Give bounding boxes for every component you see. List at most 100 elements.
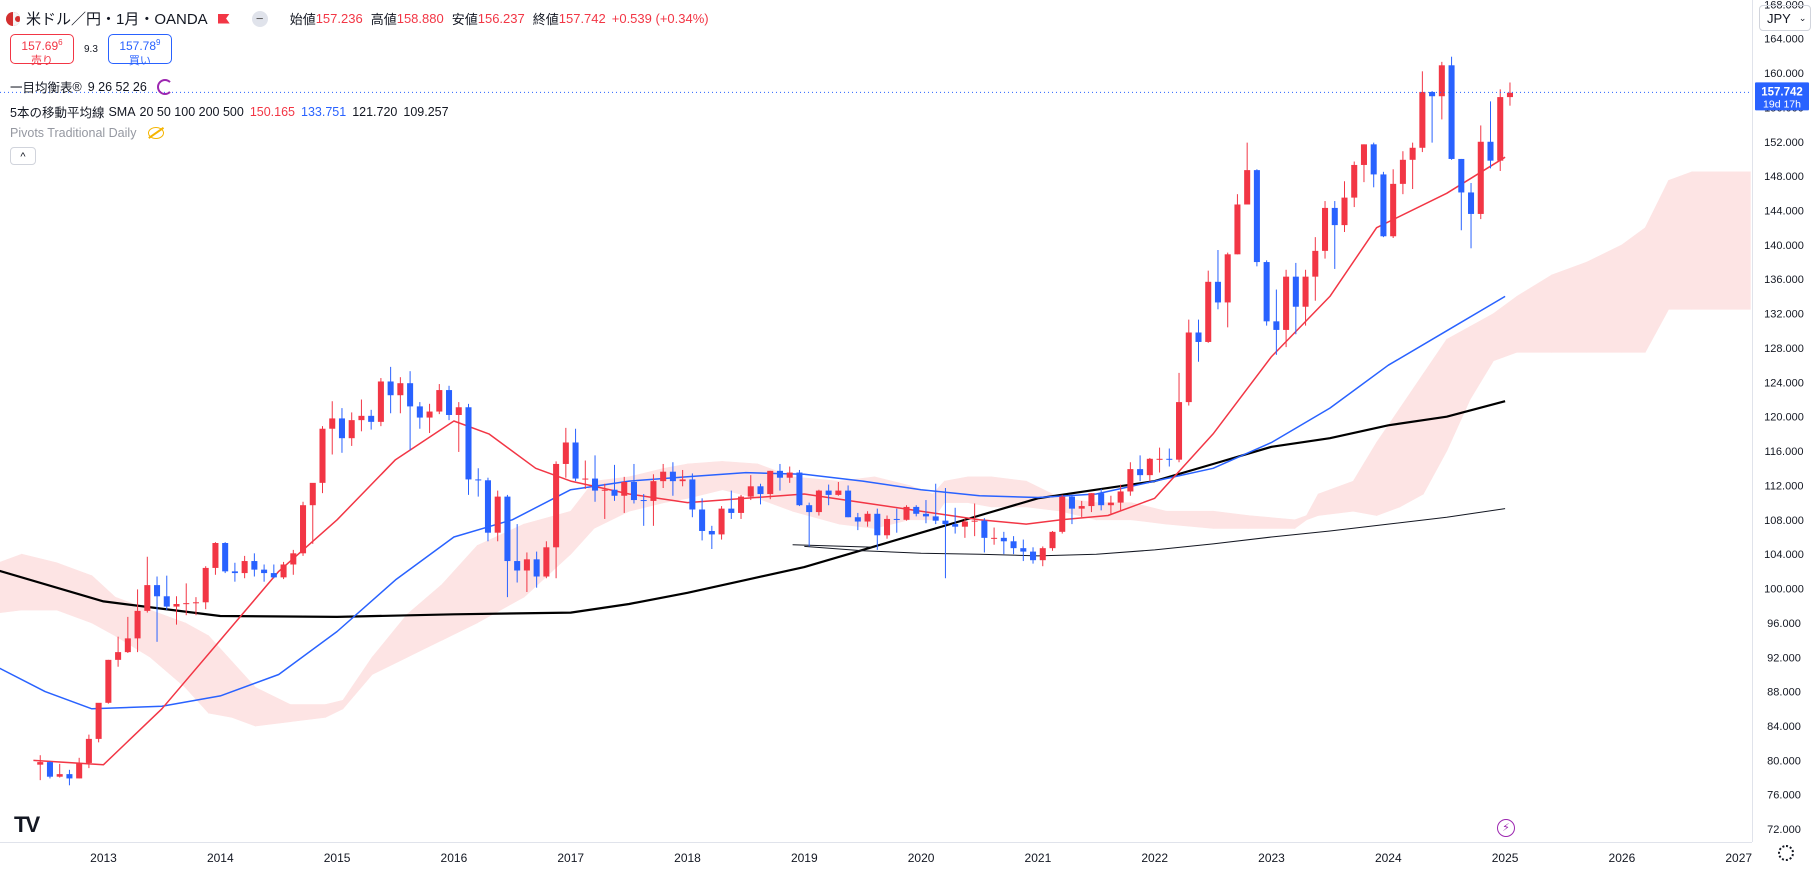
candle: [1360, 144, 1367, 183]
candle-body: [1360, 144, 1367, 165]
candle: [1244, 142, 1251, 205]
hidden-eye-icon[interactable]: [148, 127, 165, 139]
candle: [971, 503, 978, 537]
candle: [796, 469, 803, 507]
candle: [650, 474, 657, 526]
candle: [251, 553, 258, 577]
candle: [290, 549, 297, 575]
high-value: 158.880: [396, 11, 444, 26]
candle-body: [738, 496, 745, 513]
low-value: 156.237: [477, 11, 525, 26]
candle-body: [1497, 97, 1504, 161]
candle: [864, 511, 871, 527]
candle-body: [1438, 65, 1445, 97]
candle-body: [874, 513, 881, 536]
candle: [991, 527, 998, 545]
sma500-line: [792, 544, 875, 548]
sma-params: 20 50 100 200 500: [139, 104, 244, 119]
candle-body: [465, 407, 472, 480]
candle: [523, 552, 530, 592]
candle-body: [621, 482, 628, 496]
candle-body: [1399, 159, 1406, 184]
currency-selector[interactable]: JPY ⌄: [1759, 5, 1811, 31]
candle-body: [903, 506, 910, 520]
candle-body: [368, 415, 375, 422]
candle-body: [864, 513, 871, 522]
x-tick-label: 2026: [1609, 851, 1636, 865]
candle: [212, 542, 219, 575]
collapse-legend-button[interactable]: ^: [10, 147, 36, 165]
candle: [280, 561, 287, 580]
moving-averages: [0, 156, 1506, 766]
candle: [46, 761, 53, 779]
candle: [1341, 181, 1348, 232]
refresh-icon[interactable]: [156, 78, 173, 95]
candle: [37, 755, 44, 781]
candle-body: [261, 569, 268, 574]
cloud-segment: [967, 476, 992, 508]
chevron-down-icon: ⌄: [1798, 12, 1807, 23]
candle-body: [1185, 332, 1192, 403]
candle-body: [679, 479, 686, 482]
candle: [1166, 448, 1173, 467]
symbol-title[interactable]: 米ドル／円・1月・OANDA: [26, 11, 208, 28]
candle-body: [407, 383, 414, 407]
candle: [1438, 61, 1445, 120]
candle: [134, 589, 141, 653]
candle: [202, 566, 209, 610]
y-tick-label: 136.000: [1764, 274, 1804, 286]
gear-icon[interactable]: [1778, 845, 1794, 861]
candle: [222, 542, 229, 574]
candle-body: [231, 571, 238, 574]
candle: [338, 408, 345, 453]
buy-price: 157.78: [119, 39, 157, 53]
change-value: +0.539 (+0.34%): [611, 11, 709, 26]
candle: [163, 575, 170, 611]
pivots-legend[interactable]: Pivots Traditional Daily: [10, 126, 170, 140]
cloud-segment: [1131, 502, 1167, 525]
candle-body: [115, 652, 122, 660]
sell-price: 157.69: [21, 39, 59, 53]
cloud-segment: [1516, 274, 1553, 353]
candle: [95, 702, 102, 743]
cloud-segment: [1399, 372, 1424, 508]
candle-body: [1448, 65, 1455, 159]
candle-body: [270, 573, 277, 578]
candle-body: [1429, 91, 1436, 97]
candle: [786, 466, 793, 483]
cloud-segment: [91, 574, 116, 637]
candle: [747, 475, 754, 501]
candle-body: [1224, 254, 1231, 303]
candle: [825, 484, 832, 506]
candle: [601, 483, 608, 519]
lightning-icon[interactable]: ⚡: [1497, 819, 1515, 837]
candle-body: [952, 524, 959, 527]
last-price-tag: [1755, 82, 1809, 111]
sma-legend[interactable]: 5本の移動平均線 SMA 20 50 100 200 500 150.165 1…: [10, 102, 455, 121]
cloud-segment: [1212, 510, 1249, 529]
ichimoku-legend[interactable]: 一目均衡表 ® 9 26 52 26: [10, 77, 179, 96]
candle-body: [1117, 491, 1124, 503]
candle-body: [1370, 144, 1377, 175]
candle-body: [56, 774, 63, 777]
x-tick-label: 2022: [1141, 851, 1168, 865]
candle-body: [1419, 91, 1426, 148]
buy-button[interactable]: 157.789 買い: [107, 34, 172, 67]
candle: [426, 403, 433, 434]
candle-body: [154, 585, 161, 597]
y-tick-label: 88.000: [1767, 687, 1801, 699]
candle-body: [718, 508, 725, 535]
candle: [1458, 158, 1465, 231]
tradingview-logo[interactable]: TV: [14, 812, 40, 837]
candle: [708, 525, 715, 550]
x-tick-label: 2018: [674, 851, 701, 865]
low-label: 安値: [451, 12, 478, 27]
candle-body: [971, 520, 978, 522]
sell-button[interactable]: 157.696 売り: [10, 34, 74, 67]
x-tick-label: 2016: [441, 851, 468, 865]
candle: [436, 384, 443, 415]
flag-icon[interactable]: [217, 13, 230, 24]
collapse-minus-button[interactable]: −: [251, 10, 268, 27]
candle: [514, 524, 521, 583]
